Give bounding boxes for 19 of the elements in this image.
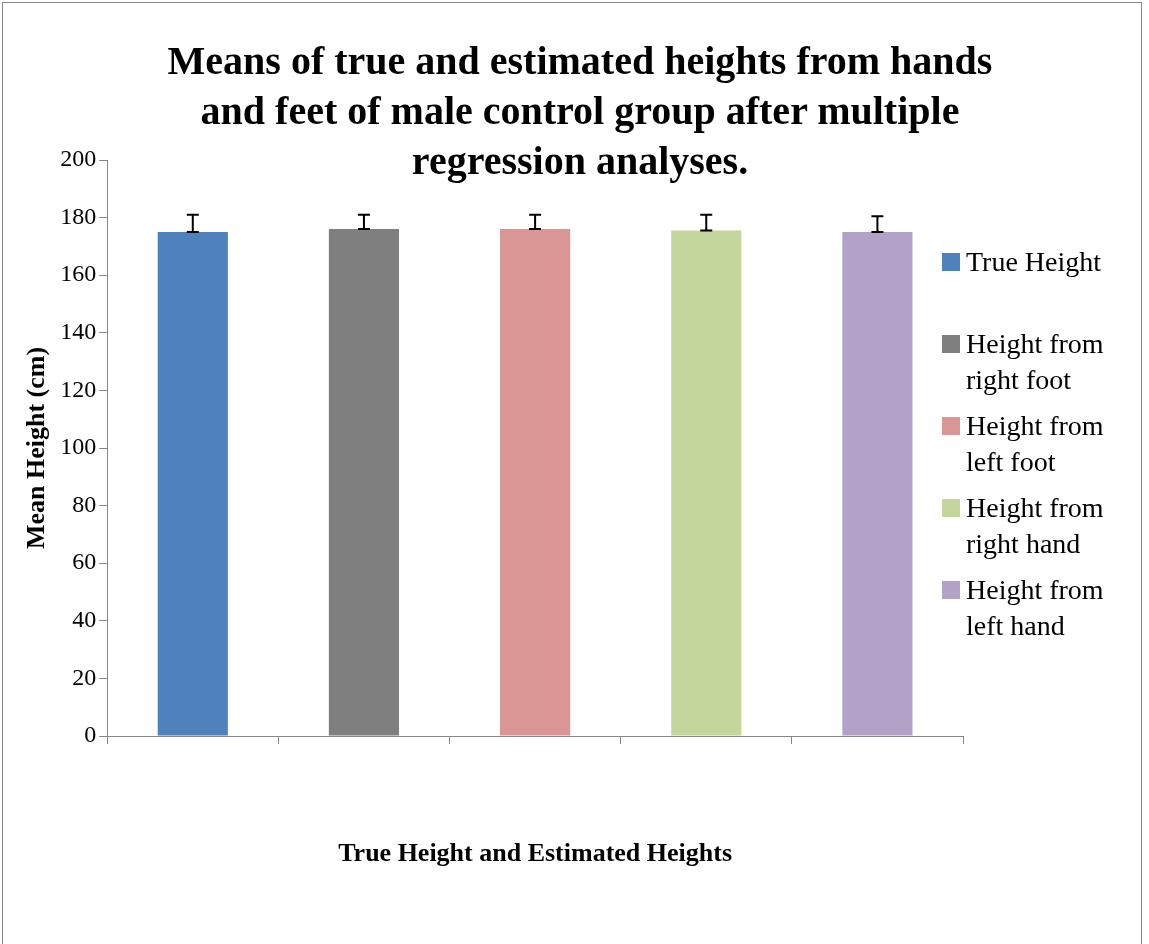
y-tick-label: 0 [84,721,97,748]
x-axis-title: True Height and Estimated Heights [338,838,733,868]
legend-label: Height from left foot [966,409,1105,479]
y-tick-label: 60 [72,548,97,575]
chart-title: Means of true and estimated heights from hands and feet of male control group after multiple regression analyses. [167,38,993,183]
legend-label: Height from right hand [966,491,1105,561]
legend-label: Height from left hand [966,573,1105,643]
y-tick-label: 20 [72,663,97,690]
y-tick-label: 100 [60,433,97,460]
y-tick-label: 200 [60,145,97,172]
y-tick-label: 120 [60,375,97,402]
y-tick-label: 160 [60,260,97,287]
y-tick-label: 80 [72,490,97,517]
legend-label: True Height [966,245,1102,279]
y-tick-label: 180 [60,202,97,229]
legend-label: Height from right foot [966,327,1105,397]
y-tick-label: 140 [60,318,97,345]
y-tick-label: 40 [72,606,97,633]
y-axis-title: Mean Height (cm) [21,346,51,550]
